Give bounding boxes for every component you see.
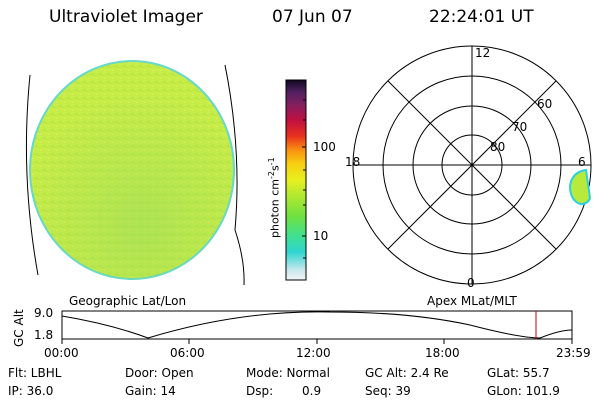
- color-scale-bar: [285, 79, 307, 281]
- instrument-title: Ultraviolet Imager: [49, 7, 203, 27]
- x-tick-2359: 23:59: [556, 346, 591, 360]
- filter-readout: Flt: LBHL: [8, 366, 62, 380]
- right-limb-curve: [224, 64, 245, 286]
- colorbar-unit-label: photon cm-2s-1: [267, 157, 282, 238]
- altitude-curve: [61, 311, 573, 339]
- glat-readout: GLat: 55.7: [487, 366, 550, 380]
- left-limb-curve: [25, 74, 39, 276]
- mlt-label-12: 12: [475, 46, 491, 60]
- x-tick-0000: 00:00: [44, 346, 79, 360]
- auroral-emission-patch: [568, 168, 592, 206]
- mlt-label-6: 6: [578, 155, 586, 169]
- lat-label-70: 70: [512, 120, 528, 134]
- lat-label-60: 60: [537, 97, 553, 111]
- door-readout: Door: Open: [125, 366, 194, 380]
- altitude-y-top: 9.0: [34, 306, 54, 320]
- left-caption: Geographic Lat/Lon: [69, 294, 187, 308]
- right-caption: Apex MLat/MLT: [427, 294, 517, 308]
- mlt-label-0: 0: [467, 276, 475, 290]
- dsp-label: Dsp:: [246, 384, 274, 398]
- seq-readout: Seq: 39: [365, 384, 411, 398]
- time-label: 22:24:01 UT: [429, 7, 534, 27]
- x-tick-0600: 06:00: [170, 346, 205, 360]
- gain-readout: Gain: 14: [125, 384, 176, 398]
- lat-label-80: 80: [490, 140, 506, 154]
- polar-grid: [352, 45, 592, 285]
- dsp-value: 0.9: [302, 384, 322, 398]
- colorbar-tick-10: 10: [313, 229, 329, 243]
- colorbar-tick-100: 100: [313, 140, 336, 154]
- earth-disk-image: [29, 60, 235, 280]
- mode-readout: Mode: Normal: [246, 366, 330, 380]
- date-label: 07 Jun 07: [272, 7, 353, 27]
- altitude-axis-label: GC Alt: [12, 309, 26, 347]
- gc-alt-readout: GC Alt: 2.4 Re: [365, 366, 449, 380]
- ip-readout: IP: 36.0: [8, 384, 54, 398]
- mlt-label-18: 18: [345, 155, 361, 169]
- x-tick-1800: 18:00: [425, 346, 460, 360]
- x-tick-1200: 12:00: [296, 346, 331, 360]
- glon-readout: GLon: 101.9: [487, 384, 560, 398]
- color-scale-ticks: [302, 99, 306, 259]
- altitude-y-bottom: 1.8: [34, 328, 54, 342]
- altitude-x-ticks: [61, 339, 573, 344]
